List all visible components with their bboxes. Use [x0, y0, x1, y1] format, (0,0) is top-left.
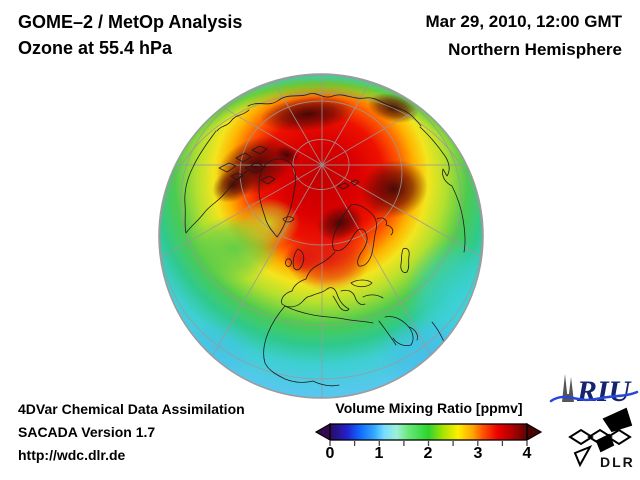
plot-datetime: Mar 29, 2010, 12:00 GMT: [425, 12, 622, 31]
riu-wordmark: RIU: [576, 375, 632, 408]
colorbar-tick-label-3: 3: [473, 445, 483, 462]
dlr-wordmark: DLR: [600, 454, 635, 470]
colorbar-tick-label-1: 1: [374, 445, 384, 462]
website-url: http://wdc.dlr.de: [18, 447, 126, 463]
colorbar-left-arrow: [314, 422, 331, 442]
plot-subtitle-level: Ozone at 55.4 hPa: [18, 38, 173, 58]
colorbar: [314, 422, 543, 446]
dlr-emblem-icon: [568, 407, 633, 468]
dlr-logo: DLR: [568, 407, 635, 470]
riu-wave-icon: [549, 390, 639, 403]
plot-title: GOME–2 / MetOp Analysis: [18, 12, 243, 32]
graticule: [159, 74, 483, 398]
colorbar-right-arrow: [526, 422, 543, 442]
colorbar-ticks: [329, 441, 528, 446]
version-label: SACADA Version 1.7: [18, 424, 156, 440]
coastlines: [184, 92, 466, 387]
colorbar-tick-label-2: 2: [423, 445, 433, 462]
globe-rim: [158, 73, 484, 399]
colorbar-tick-label-0: 0: [325, 445, 335, 462]
method-label: 4DVar Chemical Data Assimilation: [18, 401, 245, 417]
riu-logo: RIU: [549, 374, 639, 408]
plot-region: Northern Hemisphere: [448, 40, 622, 59]
colorbar-title: Volume Mixing Ratio [ppmv]: [335, 400, 523, 416]
globe-ozone-map: [158, 73, 484, 399]
colorbar-gradient: [329, 423, 528, 441]
colorbar-tick-label-4: 4: [522, 445, 532, 462]
